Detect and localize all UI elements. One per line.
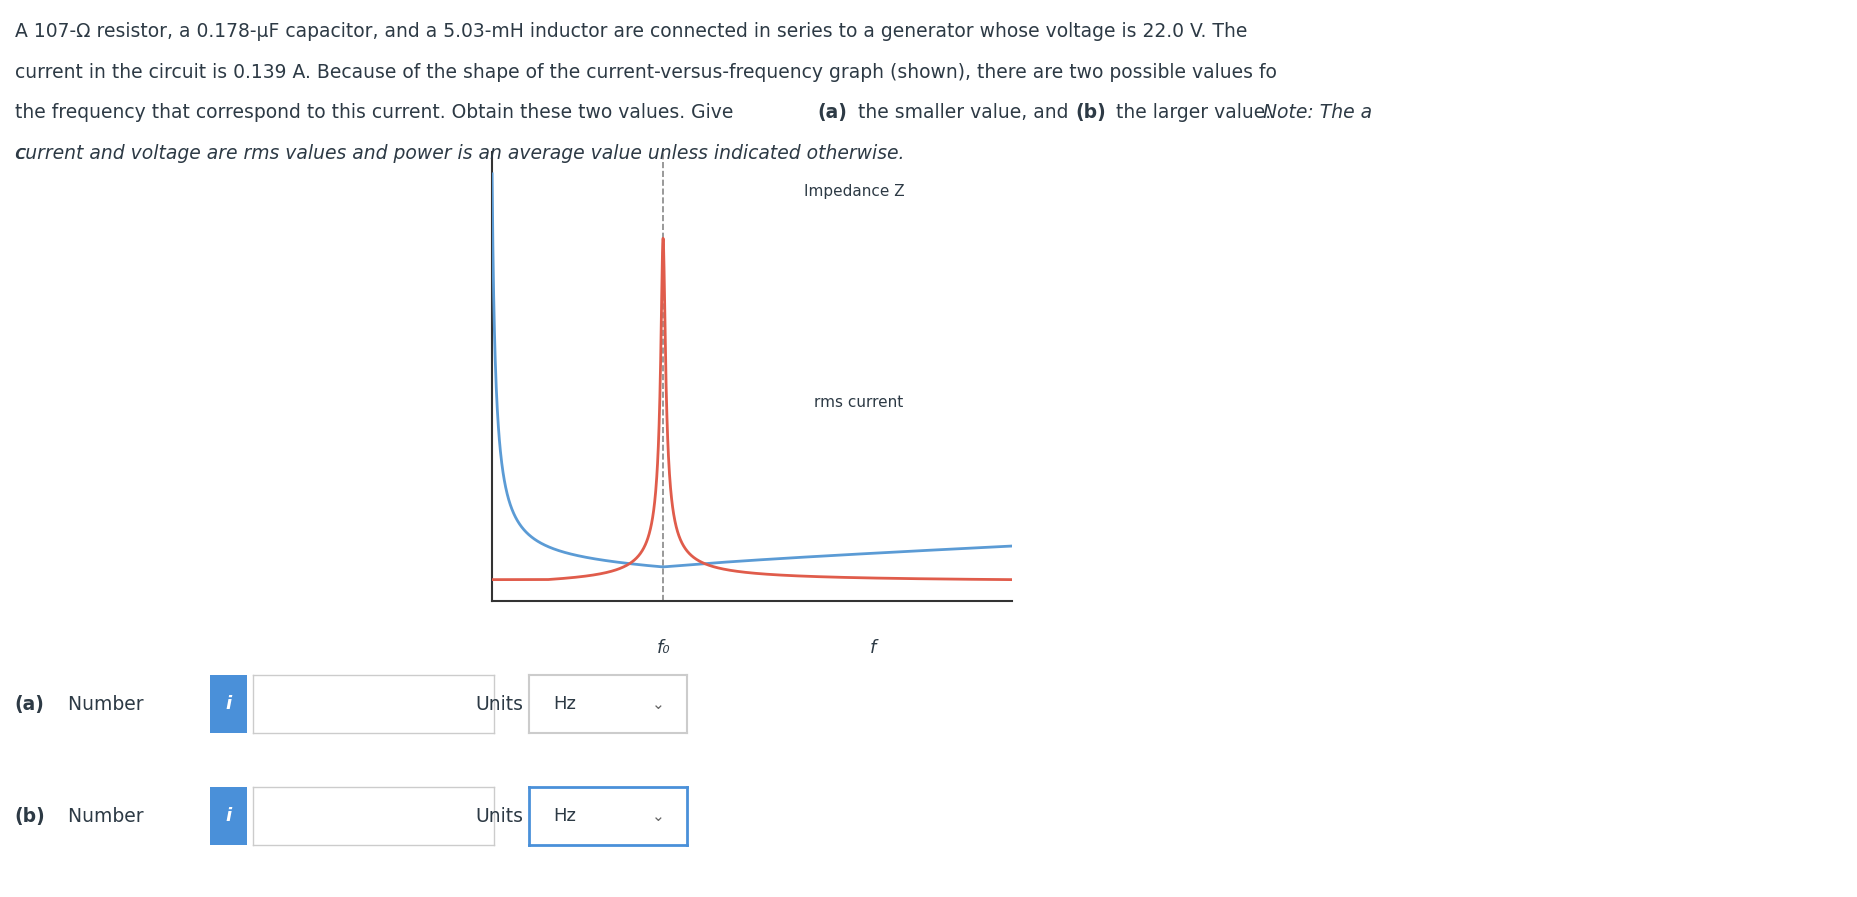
Text: ⌄: ⌄	[652, 809, 665, 823]
Text: i: i	[225, 695, 232, 713]
Text: Units: Units	[475, 694, 524, 714]
Text: rms current: rms current	[815, 395, 904, 410]
Text: Hz: Hz	[553, 807, 576, 825]
Text: (b): (b)	[15, 806, 46, 826]
Text: f₀: f₀	[656, 640, 670, 658]
Text: Number: Number	[56, 806, 143, 826]
Text: c: c	[15, 144, 26, 162]
Text: current and voltage are rms values and power is an average value unless indicate: current and voltage are rms values and p…	[15, 144, 904, 162]
Text: the smaller value, and: the smaller value, and	[852, 103, 1075, 122]
Text: ⌄: ⌄	[652, 697, 665, 711]
Text: the frequency that correspond to this current. Obtain these two values. Give: the frequency that correspond to this cu…	[15, 103, 739, 122]
Text: current in the circuit is 0.139 A. Because of the shape of the current-versus-fr: current in the circuit is 0.139 A. Becau…	[15, 63, 1278, 82]
Text: the larger value.: the larger value.	[1110, 103, 1278, 122]
Text: Units: Units	[475, 806, 524, 826]
Text: (b): (b)	[1075, 103, 1107, 122]
Text: Impedance Z: Impedance Z	[804, 184, 904, 199]
Text: Note: The a: Note: The a	[1263, 103, 1372, 122]
Text: (a): (a)	[15, 694, 45, 714]
Text: Hz: Hz	[553, 695, 576, 713]
Text: Number: Number	[56, 694, 143, 714]
Text: i: i	[225, 807, 232, 825]
Text: A 107-Ω resistor, a 0.178-μF capacitor, and a 5.03-mH inductor are connected in : A 107-Ω resistor, a 0.178-μF capacitor, …	[15, 22, 1248, 41]
Text: (a): (a)	[817, 103, 847, 122]
Text: f: f	[869, 640, 877, 658]
